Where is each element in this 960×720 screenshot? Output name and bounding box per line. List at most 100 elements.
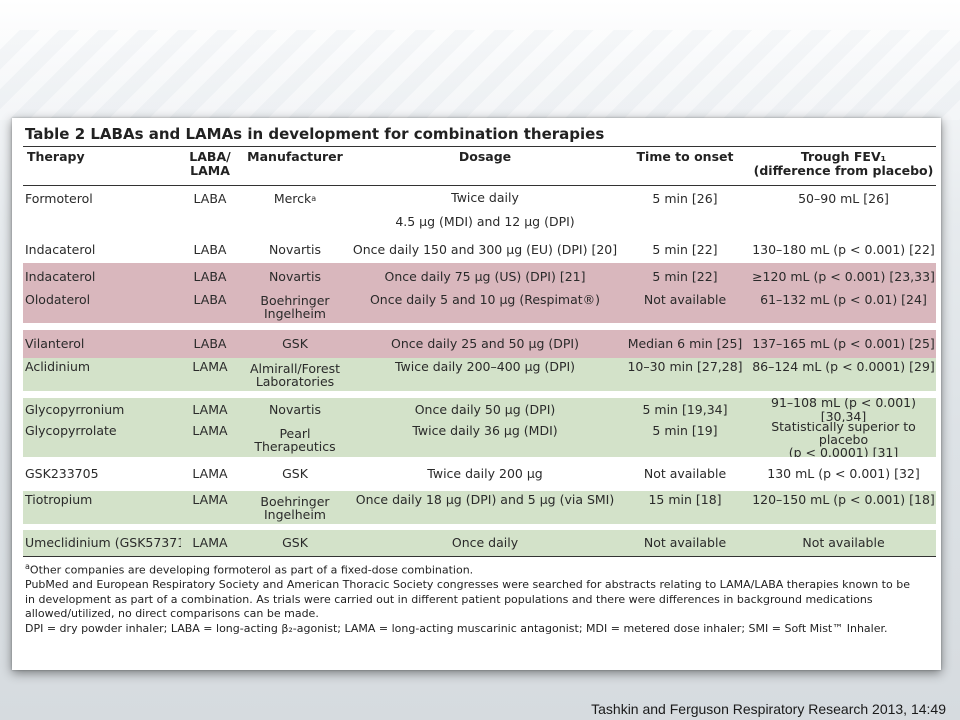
cell-therapy: Indacaterol	[25, 269, 96, 284]
cell-manufacturer: Novartis	[268, 241, 322, 257]
table-row: GSK233705 LAMA GSK Twice daily 200 μg No…	[23, 457, 936, 491]
table-row: Vilanterol LABA GSK Once daily 25 and 50…	[23, 330, 936, 358]
methods-note-line-3: allowed/utilized, no direct comparisons …	[25, 607, 319, 621]
cell-fev1: 130 mL (p < 0.001) [32]	[767, 466, 920, 481]
cell-manufacturer: Pearl Therapeutics	[254, 425, 336, 454]
methods-note-line-1: PubMed and European Respiratory Society …	[25, 578, 910, 592]
cell-onset: Not available	[643, 535, 727, 550]
cell-dosage: Once daily 75 μg (US) (DPI) [21]	[384, 269, 586, 284]
cell-type: LAMA	[192, 402, 228, 417]
cell-dosage: Twice daily 200–400 μg (DPI)	[394, 359, 576, 374]
cell-dosage: Once daily 150 and 300 μg (EU) (DPI) [20…	[352, 241, 618, 257]
cell-dosage: Once daily 18 μg (DPI) and 5 μg (via SMI…	[355, 492, 615, 507]
cell-onset: Not available	[643, 466, 727, 481]
table-title: Table 2 LABAs and LAMAs in development f…	[25, 125, 605, 143]
footnote-a: aOther companies are developing formoter…	[25, 560, 936, 578]
cell-dosage: Once daily	[451, 535, 519, 550]
table-row: Tiotropium LAMA Boehringer Ingelheim Onc…	[23, 491, 936, 524]
cell-manufacturer: Merck a	[239, 186, 351, 236]
cell-manufacturer: Almirall/Forest Laboratories	[250, 360, 340, 389]
cell-therapy: Aclidinium	[25, 359, 91, 374]
table-row: Umeclidinium (GSK573719) LAMA GSK Once d…	[23, 530, 936, 556]
table-row: Glycopyrrolate LAMA Pearl Therapeutics T…	[23, 422, 936, 457]
table-card: Table 2 LABAs and LAMAs in development f…	[12, 118, 941, 670]
cell-therapy: Formoterol	[25, 191, 93, 206]
cell-manufacturer: Boehringer Ingelheim	[260, 493, 330, 522]
cell-dosage: Once daily 5 and 10 μg (Respimat®)	[369, 292, 601, 307]
cell-therapy: Vilanterol	[25, 336, 85, 351]
cell-manufacturer: GSK	[282, 466, 308, 481]
cell-fev1: 50–90 mL [26]	[798, 191, 889, 206]
cell-manufacturer: Boehringer Ingelheim	[260, 293, 330, 321]
cell-type: LAMA	[192, 359, 228, 374]
cell-onset: Median 6 min [25]	[627, 336, 743, 351]
table-row: Indacaterol LABA Novartis Once daily 75 …	[23, 263, 936, 291]
cell-dosage: Twice daily 4.5 μg (MDI) and 12 μg (DPI)	[395, 190, 575, 229]
cell-onset: 5 min [26]	[652, 191, 718, 206]
header-time-to-onset: Time to onset	[636, 149, 734, 164]
cell-type: LABA	[193, 241, 227, 257]
methods-note-line-2: in development as part of a combination.…	[25, 592, 873, 606]
combination-therapy-table: Table 2 LABAs and LAMAs in development f…	[23, 122, 936, 636]
header-laba-lama: LABA/ LAMA	[181, 147, 239, 185]
cell-fev1: Statistically superior to placebo (p < 0…	[771, 422, 916, 457]
manufacturer-text: Merck	[273, 191, 312, 206]
cell-onset: 5 min [22]	[652, 241, 718, 257]
cell-type: LAMA	[192, 423, 228, 438]
cell-onset: 10–30 min [27,28]	[627, 359, 743, 374]
table-row: Formoterol LABA Merck a Twice daily 4.5 μ…	[23, 186, 936, 236]
cell-onset: 5 min [19]	[652, 423, 718, 438]
table-header-row: Therapy LABA/ LAMA Manufacturer Dosage T…	[23, 146, 936, 186]
cell-fev1: 137–165 mL (p < 0.001) [25]	[752, 336, 935, 351]
cell-fev1: 120–150 mL (p < 0.001) [18]	[752, 492, 935, 507]
cell-fev1: ≥120 mL (p < 0.001) [23,33]	[752, 269, 935, 284]
cell-type: LAMA	[192, 492, 228, 507]
table-row: Indacaterol LABA Novartis Once daily 150…	[23, 236, 936, 263]
cell-type: LABA	[193, 336, 227, 351]
header-trough-fev1-text: Trough FEV₁ (difference from placebo)	[753, 149, 934, 178]
cell-fev1: 61–132 mL (p < 0.01) [24]	[760, 292, 927, 307]
cell-onset: 5 min [22]	[652, 269, 718, 284]
cell-therapy: Glycopyrrolate	[25, 423, 117, 438]
footnote-marker: a	[311, 194, 317, 203]
background-decoration	[0, 30, 960, 120]
table-row: Aclidinium LAMA Almirall/Forest Laborato…	[23, 358, 936, 391]
cell-dosage: Once daily 50 μg (DPI)	[414, 402, 556, 417]
cell-manufacturer: Novartis	[268, 402, 322, 417]
cell-type: LAMA	[192, 466, 228, 481]
cell-type: LAMA	[192, 535, 228, 550]
header-dosage: Dosage	[458, 149, 512, 164]
source-citation: Tashkin and Ferguson Respiratory Researc…	[591, 701, 946, 717]
abbreviations-note: DPI = dry powder inhaler; LABA = long-ac…	[25, 621, 888, 635]
cell-dosage: Twice daily 36 μg (MDI)	[412, 423, 558, 438]
cell-manufacturer: Novartis	[268, 269, 322, 284]
header-manufacturer: Manufacturer	[247, 149, 343, 164]
cell-dosage: Once daily 25 and 50 μg (DPI)	[391, 336, 579, 351]
cell-type: LABA	[193, 191, 227, 206]
cell-type: LABA	[193, 292, 227, 307]
cell-fev1: 130–180 mL (p < 0.001) [22]	[752, 241, 935, 257]
row-gap	[23, 391, 936, 398]
cell-fev1: 91–108 mL (p < 0.001) [30,34]	[771, 398, 916, 422]
cell-onset: Not available	[643, 292, 727, 307]
table-row: Glycopyrronium LAMA Novartis Once daily …	[23, 398, 936, 422]
cell-manufacturer: GSK	[282, 336, 308, 351]
cell-therapy: Glycopyrronium	[25, 402, 125, 417]
cell-dosage: Twice daily 200 μg	[427, 466, 543, 481]
cell-therapy: Indacaterol	[25, 241, 96, 257]
cell-therapy: Olodaterol	[25, 292, 91, 307]
table-footnotes: aOther companies are developing formoter…	[23, 556, 936, 636]
cell-therapy: GSK233705	[25, 466, 99, 481]
cell-type: LABA	[193, 269, 227, 284]
cell-onset: 15 min [18]	[648, 492, 722, 507]
footnote-a-marker: a	[25, 562, 30, 571]
header-trough-fev1: Trough FEV₁ (difference from placebo)	[751, 147, 936, 185]
row-gap	[23, 323, 936, 330]
cell-fev1: Not available	[802, 535, 885, 550]
table-row: Olodaterol LABA Boehringer Ingelheim Onc…	[23, 291, 936, 323]
cell-therapy: Tiotropium	[25, 492, 93, 507]
cell-therapy: Umeclidinium (GSK573719)	[25, 535, 181, 550]
cell-manufacturer: GSK	[282, 535, 308, 550]
cell-fev1: 86–124 mL (p < 0.0001) [29]	[752, 359, 935, 374]
footnote-a-text: Other companies are developing formotero…	[29, 563, 474, 577]
